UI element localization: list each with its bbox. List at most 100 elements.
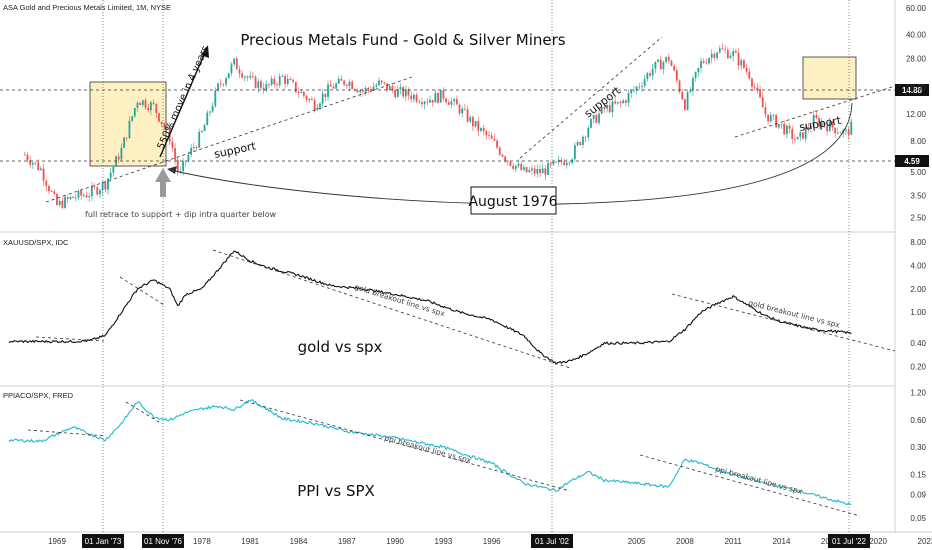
ppi-tick-label: 0.30: [910, 443, 926, 452]
candle: [531, 164, 533, 176]
x-axis-label: 1987: [338, 537, 356, 546]
candle: [128, 116, 131, 139]
candle: [764, 102, 767, 119]
candle: [268, 83, 270, 89]
candle: [123, 136, 125, 148]
candle: [673, 63, 676, 72]
support-trendline-1: [45, 76, 413, 203]
candle: [506, 160, 509, 166]
candle: [820, 117, 823, 129]
candle: [836, 127, 839, 135]
gold-tick-label: 4.00: [910, 261, 926, 270]
highlight-box-1973: [89, 81, 167, 167]
candle: [101, 180, 104, 196]
candle: [657, 58, 659, 63]
asa-tick-label: 18.00: [906, 83, 927, 92]
candle: [708, 57, 710, 66]
candle: [692, 75, 694, 97]
candle: [308, 97, 311, 104]
ppi-tick-label: 1.20: [910, 389, 926, 398]
x-axis-label: 1978: [193, 537, 211, 546]
candle: [378, 77, 380, 87]
callout-arrow-head: [167, 166, 177, 174]
candle: [112, 166, 115, 177]
date-badge-label: 01 Jul '22: [832, 537, 867, 546]
candle: [214, 87, 217, 108]
candle: [520, 160, 523, 171]
candle: [412, 93, 415, 103]
callout-curve: [169, 102, 853, 205]
candle: [144, 97, 147, 110]
candle: [345, 83, 348, 89]
candle: [394, 85, 396, 100]
candle: [807, 122, 810, 133]
candle: [681, 88, 684, 101]
candle: [810, 122, 812, 133]
candle: [667, 53, 670, 64]
date-badge-label: 01 Jul '02: [535, 537, 570, 546]
candle: [769, 111, 772, 123]
candle: [348, 79, 351, 92]
candle: [85, 191, 88, 199]
candle: [383, 82, 386, 86]
candle: [211, 102, 214, 114]
ppi-tick-label: 0.15: [910, 471, 926, 480]
candle: [362, 87, 364, 97]
candle: [225, 76, 227, 88]
candle: [638, 82, 641, 90]
gold-breakout-line-2: [671, 293, 896, 352]
candle: [337, 75, 340, 85]
candle: [380, 80, 383, 85]
candle: [327, 80, 329, 102]
date-badge: 01 Jul '02: [531, 534, 573, 548]
candle: [743, 59, 745, 70]
candle: [294, 81, 297, 94]
candle: [227, 73, 230, 79]
candle: [611, 98, 614, 118]
candle: [74, 194, 77, 202]
candle: [276, 82, 278, 90]
gold-tick-label: 1.00: [910, 308, 926, 317]
candle: [251, 71, 254, 79]
candle: [351, 80, 354, 90]
last-price-tag: [895, 84, 929, 96]
candle: [517, 159, 520, 168]
candle: [772, 113, 775, 120]
candle: [96, 185, 99, 197]
candle: [740, 58, 743, 70]
candle: [555, 161, 557, 163]
candle: [490, 132, 493, 139]
candle: [257, 78, 260, 94]
candle: [104, 180, 107, 193]
candle: [222, 83, 225, 88]
callout-box: [470, 186, 557, 215]
candle: [670, 59, 673, 67]
candle: [606, 100, 608, 113]
candle: [370, 85, 372, 93]
candle: [756, 83, 759, 95]
candle: [850, 118, 853, 135]
candle: [150, 100, 152, 116]
candle: [439, 90, 442, 103]
candle: [646, 71, 649, 82]
candle: [184, 160, 187, 167]
candle: [509, 161, 512, 167]
candle: [219, 79, 222, 88]
x-axis-label: 2020: [869, 537, 887, 546]
candle: [726, 46, 729, 59]
candle: [426, 98, 429, 107]
ppi-vs-spx-label: PPI vs SPX: [297, 482, 375, 500]
candle: [815, 111, 818, 120]
candle: [576, 140, 579, 147]
move-arrow-head: [201, 45, 209, 58]
candle: [767, 114, 769, 125]
candle: [759, 85, 761, 99]
candle: [445, 97, 447, 105]
candle: [684, 98, 686, 112]
candle: [133, 107, 136, 119]
candle: [643, 74, 646, 89]
candle: [592, 114, 595, 124]
candle: [627, 89, 630, 107]
candle: [496, 138, 498, 150]
candle: [721, 43, 724, 50]
